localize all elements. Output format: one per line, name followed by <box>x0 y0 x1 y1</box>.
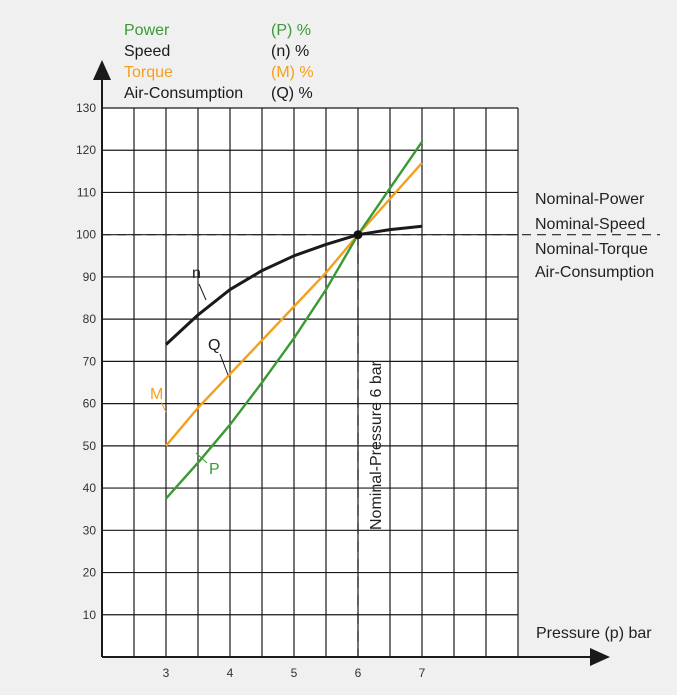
y-tick-label-30: 30 <box>83 523 97 537</box>
curve-label-n: n <box>192 265 201 282</box>
y-tick-label-130: 130 <box>76 101 96 115</box>
x-axis-arrow <box>590 648 610 666</box>
y-axis-arrow <box>93 60 111 80</box>
legend-symbol-torque: (M) % <box>271 64 314 81</box>
curve-labels: n Q M P <box>150 265 229 478</box>
nominal-label-power: Nominal-Power <box>535 191 645 208</box>
y-tick-label-80: 80 <box>83 312 97 326</box>
tick-labels: 10 20 30 40 50 60 70 80 90 100 110 120 130 3 4 5 6 7 <box>76 101 426 680</box>
y-tick-label-50: 50 <box>83 439 97 453</box>
series <box>164 141 423 500</box>
curve-label-q-leader <box>219 353 229 376</box>
y-tick-label-90: 90 <box>83 270 97 284</box>
x-tick-label-3: 3 <box>163 666 170 680</box>
y-tick-label-70: 70 <box>83 354 97 368</box>
legend-symbol-air-consumption: (Q) % <box>271 85 313 102</box>
y-tick-label-40: 40 <box>83 481 97 495</box>
plot-area <box>102 108 518 657</box>
nominal-label-air-consumption: Air-Consumption <box>535 264 654 281</box>
nominal-point <box>353 230 363 240</box>
legend-name-speed: Speed <box>124 43 170 60</box>
nominal-labels: Nominal-Power Nominal-Speed Nominal-Torq… <box>535 191 654 281</box>
x-tick-label-7: 7 <box>419 666 426 680</box>
nominal-label-torque: Nominal-Torque <box>535 241 648 258</box>
x-tick-label-6: 6 <box>355 666 362 680</box>
curve-label-p-leader <box>195 452 208 464</box>
y-tick-label-20: 20 <box>83 566 97 580</box>
y-tick-label-100: 100 <box>76 228 96 242</box>
curve-label-n-leader <box>198 283 207 301</box>
curve-label-p: P <box>209 461 220 478</box>
nominal-label-speed: Nominal-Speed <box>535 216 645 233</box>
reference-lines <box>102 234 660 657</box>
y-tick-label-110: 110 <box>77 185 96 199</box>
series-line-P <box>165 141 423 500</box>
x-tick-label-4: 4 <box>227 666 234 680</box>
legend-name-torque: Torque <box>124 64 173 81</box>
x-axis-label: Pressure (p) bar <box>536 625 652 642</box>
nominal-pressure-annotation: Nominal-Pressure 6 bar <box>368 360 385 530</box>
y-tick-label-60: 60 <box>83 397 97 411</box>
legend: Power (P) % Speed (n) % Torque (M) % Air… <box>124 22 314 102</box>
legend-symbol-speed: (n) % <box>271 43 309 60</box>
curve-label-m: M <box>150 386 163 403</box>
series-line-M <box>165 162 423 447</box>
axes <box>93 60 610 666</box>
y-tick-label-120: 120 <box>76 143 96 157</box>
legend-name-air-consumption: Air-Consumption <box>124 85 243 102</box>
curve-label-q: Q <box>208 337 220 354</box>
legend-name-power: Power <box>124 22 170 39</box>
y-tick-label-10: 10 <box>83 608 97 622</box>
legend-symbol-power: (P) % <box>271 22 311 39</box>
curve-label-m-leader <box>160 401 167 413</box>
x-tick-label-5: 5 <box>291 666 298 680</box>
series-line-n <box>164 224 423 346</box>
